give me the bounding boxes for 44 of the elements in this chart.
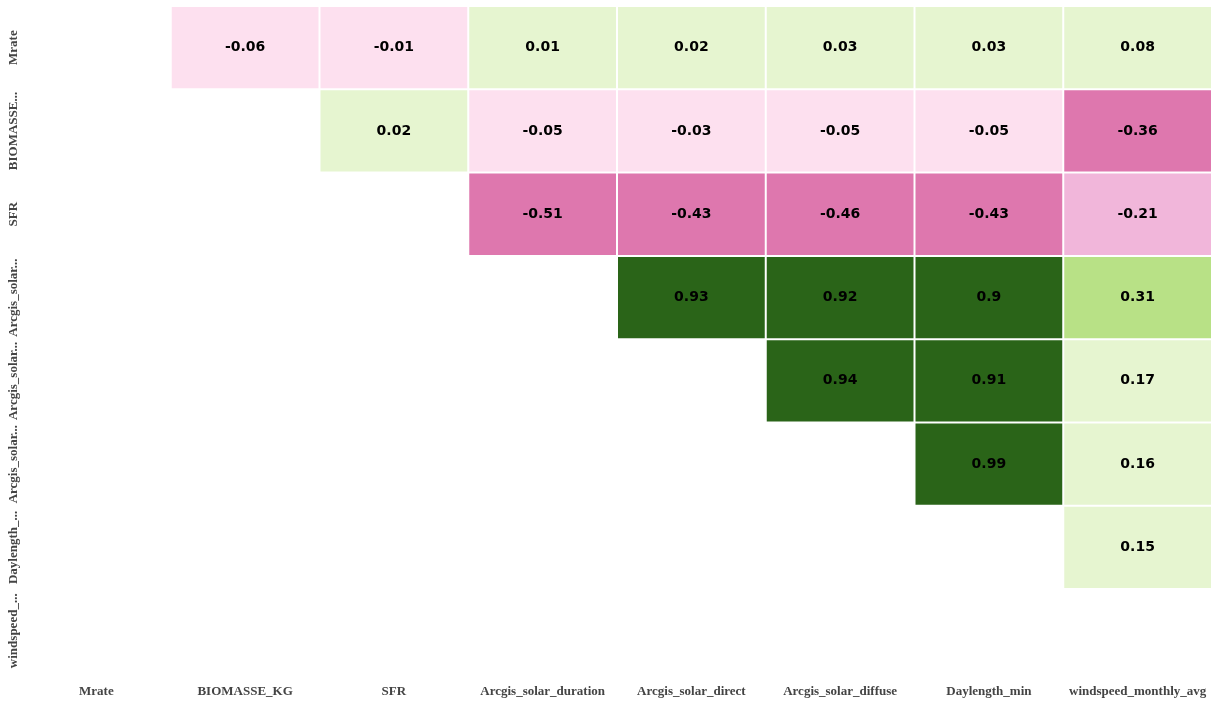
x-tick-label: Mrate — [79, 682, 114, 698]
y-tick-label: Arcgis_solar... — [5, 258, 21, 337]
data-label: 0.15 — [1120, 538, 1155, 555]
data-label: 0.99 — [971, 454, 1007, 471]
data-label: 0.91 — [971, 371, 1007, 388]
data-label: -0.03 — [671, 121, 712, 138]
data-label: 0.01 — [525, 38, 560, 55]
data-label: 0.03 — [971, 38, 1007, 55]
data-label: -0.43 — [671, 204, 712, 221]
y-tick-label: BIOMASSE... — [5, 91, 21, 171]
data-label: -0.05 — [968, 121, 1010, 138]
x-tick-label: windspeed_monthly_avg — [1069, 682, 1207, 698]
y-tick-label: Arcgis_solar... — [5, 341, 21, 421]
y-tick-label: Mrate — [5, 30, 21, 65]
data-label: -0.46 — [819, 204, 861, 221]
data-label: 0.9 — [976, 288, 1002, 305]
data-label: -0.05 — [819, 121, 861, 138]
y-tick-label: Daylength_... — [5, 510, 21, 585]
data-label: 0.31 — [1120, 288, 1155, 305]
x-tick-label: SFR — [381, 682, 407, 698]
data-label: 0.92 — [822, 288, 858, 305]
data-label: -0.01 — [373, 38, 415, 55]
y-tick-label: windspeed_... — [5, 593, 21, 669]
data-label: 0.94 — [822, 371, 858, 388]
data-label: 0.02 — [376, 121, 412, 138]
data-label: 0.17 — [1120, 371, 1155, 388]
data-label: -0.06 — [224, 38, 266, 55]
data-label: -0.43 — [968, 204, 1010, 221]
data-label: -0.51 — [522, 204, 563, 221]
data-label: -0.36 — [1117, 121, 1158, 138]
data-label: 0.08 — [1120, 38, 1155, 55]
data-label: 0.93 — [674, 288, 709, 305]
data-label: 0.16 — [1120, 454, 1155, 471]
y-tick-label: Arcgis_solar... — [5, 424, 21, 504]
x-tick-label: Arcgis_solar_diffuse — [783, 682, 898, 698]
data-label: 0.02 — [674, 38, 709, 55]
x-tick-label: Arcgis_solar_duration — [480, 682, 606, 698]
x-tick-label: Daylength_min — [946, 682, 1033, 698]
data-label: 0.03 — [822, 38, 858, 55]
data-label: -0.05 — [522, 121, 563, 138]
x-tick-label: BIOMASSE_KG — [197, 682, 293, 698]
x-tick-label: Arcgis_solar_direct — [637, 682, 747, 698]
y-tick-label: SFR — [5, 201, 21, 227]
data-label: -0.21 — [1117, 204, 1158, 221]
